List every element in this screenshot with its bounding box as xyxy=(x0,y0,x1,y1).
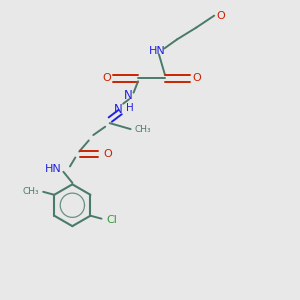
Text: O: O xyxy=(192,73,201,83)
Text: H: H xyxy=(126,103,134,113)
Text: CH₃: CH₃ xyxy=(135,124,152,134)
Text: HN: HN xyxy=(149,46,166,56)
Text: HN: HN xyxy=(45,164,62,174)
Text: N: N xyxy=(114,103,123,116)
Text: O: O xyxy=(102,73,111,83)
Text: Cl: Cl xyxy=(107,215,118,225)
Text: O: O xyxy=(104,149,112,160)
Text: O: O xyxy=(217,11,225,21)
Text: CH₃: CH₃ xyxy=(23,187,40,196)
Text: N: N xyxy=(124,89,133,102)
